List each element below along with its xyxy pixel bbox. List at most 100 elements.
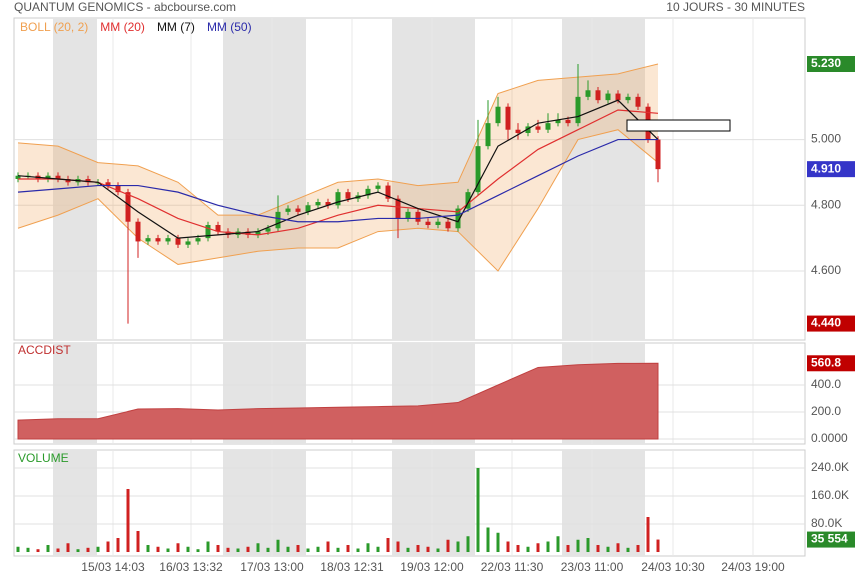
volume-bar — [306, 548, 310, 553]
day-shade — [392, 18, 475, 340]
x-tick-label: 24/03 19:00 — [721, 560, 785, 574]
volume-bar — [356, 548, 360, 553]
candle-body — [565, 119, 571, 124]
candle-body — [305, 205, 311, 212]
candle-body — [65, 179, 71, 183]
legend-entry: MM (50) — [207, 20, 252, 34]
price-label-box — [807, 315, 855, 332]
candle-body — [625, 96, 631, 101]
volume-bar — [276, 539, 280, 553]
volume-bar — [466, 536, 470, 553]
candle-body — [555, 119, 561, 124]
candle-body — [85, 179, 91, 183]
candle-body — [365, 188, 371, 196]
candle-body — [605, 93, 611, 101]
volume-bar — [486, 527, 490, 553]
candle-body — [455, 208, 461, 229]
candle-body — [315, 202, 321, 206]
volume-bar — [336, 547, 340, 553]
volume-bar — [366, 543, 370, 553]
volume-bar — [166, 548, 170, 553]
volume-bar — [526, 546, 530, 553]
volume-bar — [556, 536, 560, 553]
candle-body — [545, 123, 551, 130]
candle-body — [45, 175, 51, 179]
candle-body — [225, 231, 231, 235]
volume-bar — [116, 538, 120, 553]
volume-bar — [646, 517, 650, 553]
volume-bar — [506, 541, 510, 553]
volume-bar — [136, 531, 140, 553]
candle-body — [425, 221, 431, 225]
y-tick-label: 200.0 — [811, 404, 841, 418]
price-label-box — [807, 531, 855, 548]
panel-title: VOLUME — [18, 451, 69, 465]
x-tick-label: 22/03 11:30 — [481, 560, 544, 574]
volume-bar — [16, 546, 20, 553]
candle-body — [135, 221, 141, 242]
accdist-area — [17, 362, 659, 440]
candle-body — [385, 185, 391, 199]
candle-body — [295, 208, 301, 212]
x-tick-label: 16/03 13:32 — [159, 560, 223, 574]
volume-bar — [346, 545, 350, 553]
price-label-box — [807, 56, 855, 72]
candle-body — [505, 106, 511, 130]
candle-body — [445, 221, 451, 229]
volume-bar — [96, 546, 100, 553]
candle-body — [495, 106, 501, 124]
candle-body — [585, 90, 591, 97]
volume-bar — [386, 538, 390, 553]
x-tick-label: 24/03 10:30 — [641, 560, 705, 574]
candle-body — [515, 129, 521, 133]
volume-bar — [296, 545, 300, 553]
candle-body — [215, 225, 221, 232]
volume-bar — [536, 543, 540, 553]
volume-bar — [396, 541, 400, 553]
candle-body — [325, 202, 331, 206]
y-tick-label: 5.000 — [811, 132, 841, 146]
moving-average — [18, 109, 659, 236]
candle-body — [395, 198, 401, 219]
price-label-box — [807, 355, 855, 372]
boll-upper — [17, 63, 659, 216]
boll-lower — [17, 129, 659, 272]
price-label-box — [807, 161, 855, 178]
day-shade — [223, 18, 306, 340]
volume-bar — [216, 545, 220, 553]
volume-bar — [586, 538, 590, 553]
candle-body — [175, 238, 181, 245]
candle-body — [165, 238, 171, 242]
volume-bar — [236, 548, 240, 553]
day-shade — [562, 18, 645, 340]
volume-bar — [516, 545, 520, 553]
volume-bar — [446, 539, 450, 553]
volume-bar — [266, 547, 270, 553]
volume-bar — [436, 548, 440, 553]
candle-body — [275, 211, 281, 229]
candle-body — [575, 96, 581, 124]
chart-title: QUANTUM GENOMICS - abcbourse.com — [14, 0, 236, 14]
volume-bar — [416, 545, 420, 553]
candle-body — [185, 241, 191, 245]
candle-body — [485, 123, 491, 147]
volume-bar — [106, 541, 110, 553]
legend-entry: BOLL (20, 2) — [20, 20, 88, 34]
y-tick-label: 240.0K — [811, 460, 849, 474]
volume-bar — [316, 546, 320, 553]
volume-bar — [636, 545, 640, 553]
volume-bar — [426, 546, 430, 553]
legend-entry: MM (20) — [100, 20, 145, 34]
x-tick-label: 15/03 14:03 — [81, 560, 145, 574]
y-tick-label: 0.0000 — [811, 431, 848, 445]
price-label: 4.440 — [811, 316, 841, 330]
candle-body — [525, 126, 531, 133]
x-tick-label: 18/03 12:31 — [320, 560, 384, 574]
candle-body — [285, 208, 291, 212]
panel-title: ACCDIST — [18, 343, 71, 357]
volume-bar — [226, 547, 230, 553]
candle-body — [345, 192, 351, 199]
moving-average — [17, 138, 658, 223]
y-tick-label: 80.0K — [811, 516, 842, 530]
volume-bar — [376, 546, 380, 553]
